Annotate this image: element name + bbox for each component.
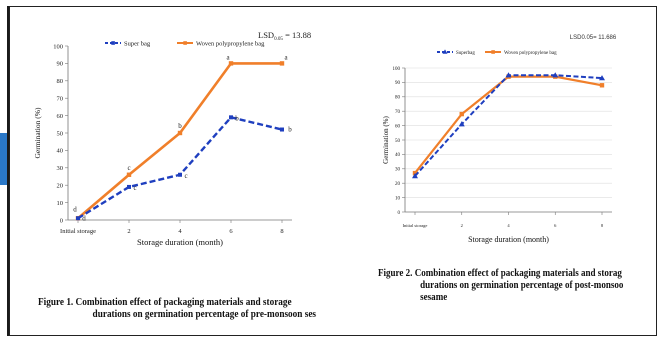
chart2-data-point	[459, 111, 464, 117]
chart1-data-point	[126, 172, 132, 177]
chart2-y-tick-label: 60	[395, 124, 401, 129]
chart2-legend-label: Woven polypropylene bag	[504, 51, 557, 56]
page-edge-rule	[7, 6, 9, 336]
chart1-significance-letter: c	[184, 172, 187, 180]
chart2-data-point	[458, 121, 465, 127]
chart1-significance-letter: b	[288, 126, 292, 134]
figure-2-caption-line2: durations on germination percentage of p…	[420, 280, 624, 291]
chart1-data-point	[279, 61, 285, 66]
chart1-data-point	[127, 184, 131, 189]
chart2-series-line-orange	[414, 75, 603, 174]
chart2-y-tick-label: 90	[395, 81, 401, 86]
chart1-data-point	[229, 115, 233, 120]
chart2-y-axis-label: Germination (%)	[382, 116, 390, 164]
chart2-data-point	[599, 75, 605, 81]
chart1-legend-label: Super bag	[124, 40, 151, 47]
chart1-x-tick-label: 6	[229, 228, 233, 235]
chart2-y-tick-label: 0	[398, 211, 401, 216]
chart1-data-point	[280, 127, 284, 132]
chart1-x-tick-label: 4	[178, 228, 182, 235]
chart1-lsd-annotation: LSD0.05 = 13.88	[258, 30, 311, 42]
chart2-x-tick-label: 2	[461, 223, 463, 228]
chart1-y-tick-label: 60	[57, 113, 64, 120]
chart1-significance-letter: a	[284, 53, 288, 61]
chart1-y-tick-label: 50	[57, 130, 64, 137]
chart1-legend-marker	[183, 41, 187, 45]
chart2-legend-label: Superbag	[456, 51, 475, 56]
chart1-data-point	[177, 130, 183, 136]
chart2-y-tick-label: 100	[393, 67, 401, 72]
chart1-y-tick-label: 30	[57, 165, 64, 172]
chart2-legend-marker	[491, 50, 495, 54]
figure-2-panel	[362, 6, 657, 336]
chart1-x-axis-label: Storage duration (month)	[137, 237, 223, 247]
chart1-significance-letter: b	[235, 114, 239, 122]
figure-1-caption: Figure 1. Combination effect of packagin…	[38, 297, 316, 321]
chart1-significance-letter: c	[133, 184, 136, 192]
figure-1-caption-line1: Figure 1. Combination effect of packagin…	[38, 297, 292, 308]
chart2-data-point	[599, 83, 605, 88]
chart2-data-point	[412, 173, 418, 179]
chart1-significance-letter: a	[226, 53, 230, 61]
chart1-data-point	[228, 61, 234, 66]
chart1-legend-marker	[111, 41, 115, 45]
chart1-data-point	[76, 216, 80, 221]
chart1-y-axis-label: Germination (%)	[33, 107, 42, 159]
figure-2-caption: Figure 2. Combination effect of packagin…	[378, 268, 651, 304]
chart1-data-point	[178, 172, 182, 177]
chart2-y-tick-label: 20	[395, 182, 401, 187]
chart2-y-tick-label: 80	[395, 96, 401, 101]
chart1-significance-letter: c	[127, 164, 130, 172]
chart1-y-tick-label: 80	[57, 78, 64, 85]
chart2-x-axis-label: Storage duration (month)	[468, 235, 549, 244]
chart2-lsd-annotation: LSD0.05= 11.686	[570, 35, 617, 41]
chart1-series-line-orange	[77, 62, 282, 220]
chart2-x-tick-label: 8	[601, 223, 604, 228]
chart1-y-tick-label: 40	[57, 148, 64, 155]
chart2-data-point	[552, 72, 559, 78]
figure-1-caption-line2: durations on germination percentage of p…	[92, 309, 317, 320]
chart1-x-tick-label: Initial storage	[60, 228, 96, 235]
chart2-x-tick-label: 6	[554, 223, 557, 228]
chart1-significance-letter: d	[73, 205, 77, 213]
chart1-legend-label: Woven polypropylene bag	[196, 40, 265, 47]
chart1-x-tick-label: 2	[127, 228, 130, 235]
chart1-significance-letter: d	[82, 214, 86, 222]
chart1-x-tick-label: 8	[280, 228, 283, 235]
chart2-y-tick-label: 70	[395, 110, 401, 115]
chart2-x-tick-label: Initial storage	[403, 223, 428, 228]
chart1-y-tick-label: 90	[57, 61, 64, 68]
chart1-y-tick-label: 0	[60, 217, 63, 224]
chart2-x-tick-label: 4	[507, 223, 510, 228]
chart2-y-tick-label: 30	[395, 168, 401, 173]
chart1-y-tick-label: 10	[57, 200, 64, 207]
chart2-y-tick-label: 10	[395, 196, 401, 201]
chart1-significance-letter: b	[178, 122, 182, 130]
chart1-y-tick-label: 20	[57, 182, 64, 189]
figure-2-caption-line1: Figure 2. Combination effect of packagin…	[378, 268, 622, 279]
chart2-y-tick-label: 40	[395, 153, 401, 158]
chart2-legend-marker	[442, 49, 448, 54]
chart1-y-tick-label: 70	[57, 95, 64, 102]
side-tab	[0, 133, 7, 185]
chart2-data-point	[505, 72, 512, 78]
chart2-y-tick-label: 50	[395, 139, 401, 144]
chart1-y-tick-label: 100	[53, 43, 63, 50]
figure-2-caption-line3: sesame	[420, 292, 448, 303]
